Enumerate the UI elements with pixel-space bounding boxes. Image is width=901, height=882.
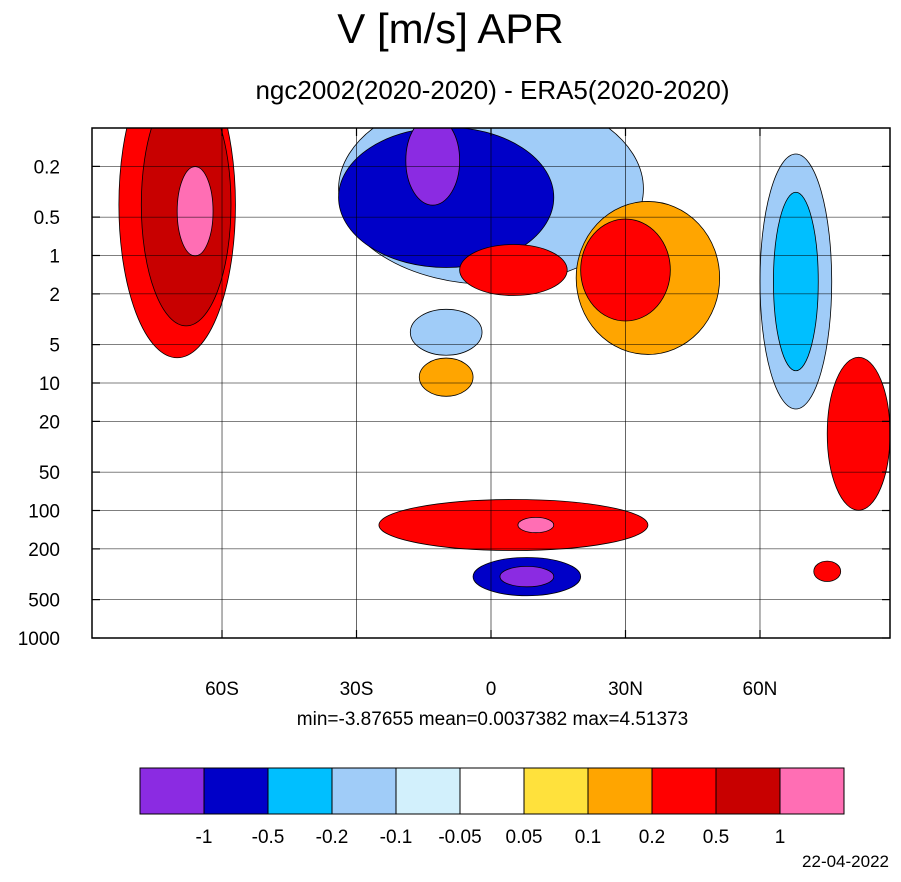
y-tick-label-2: 1: [49, 247, 60, 268]
y-tick-label-10: 500: [28, 591, 60, 612]
chart-title: V [m/s] APR: [337, 5, 564, 52]
colorbar-label-4: -0.05: [438, 827, 481, 848]
colorbar: -1 -0.5 -0.2 -0.1 -0.05 0.05 0.1 0.2 0.5 1: [139, 767, 845, 848]
colorbar-label-0: -1: [196, 827, 213, 848]
x-tick-label-4: 60N: [743, 679, 778, 700]
colorbar-label-6: 0.1: [575, 827, 601, 848]
colorbar-label-5: 0.05: [506, 827, 543, 848]
y-axis: 0.2 0.5 1 2 5 10 20 50 100 200 500 1000: [18, 157, 890, 650]
date-stamp: 22-04-2022: [802, 852, 889, 871]
stats-line: min=-3.87655 mean=0.0037382 max=4.51373: [296, 709, 689, 730]
colorbar-label-1: -0.5: [252, 827, 285, 848]
y-tick-label-0: 0.2: [34, 157, 60, 178]
contour-region-2: [176, 166, 214, 257]
contour-region-14: [517, 516, 555, 534]
colorbar-swatch-3: [331, 767, 397, 815]
chart-subtitle: ngc2002(2020-2020) - ERA5(2020-2020): [255, 75, 730, 105]
colorbar-label-3: -0.1: [380, 827, 413, 848]
colorbar-label-8: 0.5: [703, 827, 729, 848]
contour-region-18: [813, 560, 842, 582]
y-tick-label-5: 10: [39, 374, 60, 395]
contour-region-5: [405, 128, 461, 206]
y-tick-label-6: 20: [39, 412, 60, 433]
colorbar-label-2: -0.2: [316, 827, 349, 848]
colorbar-swatch-10: [779, 767, 845, 815]
y-tick-label-11: 1000: [18, 629, 60, 650]
contour-region-13: [378, 499, 649, 551]
y-tick-label-4: 5: [49, 336, 60, 357]
x-tick-label-3: 30N: [608, 679, 643, 700]
contour-region-7: [773, 191, 819, 372]
colorbar-swatch-1: [203, 767, 269, 815]
colorbar-swatch-6: [523, 767, 589, 815]
y-tick-label-9: 200: [28, 540, 60, 561]
colorbar-swatch-9: [715, 767, 781, 815]
contour-region-16: [499, 566, 555, 588]
y-tick-label-8: 100: [28, 502, 60, 523]
colorbar-swatch-8: [651, 767, 717, 815]
y-tick-label-7: 50: [39, 463, 60, 484]
colorbar-swatch-2: [267, 767, 333, 815]
contour-region-8: [459, 244, 568, 296]
x-tick-label-0: 60S: [205, 679, 239, 700]
contour-region-12: [418, 357, 474, 397]
colorbar-label-7: 0.2: [639, 827, 665, 848]
contour-region-11: [826, 356, 890, 511]
colorbar-swatch-7: [587, 767, 653, 815]
x-tick-label-1: 30S: [340, 679, 374, 700]
contour-region-17: [409, 308, 483, 356]
y-tick-label-1: 0.5: [34, 208, 60, 229]
colorbar-swatch-5: [459, 767, 525, 815]
y-tick-label-3: 2: [49, 285, 60, 306]
colorbar-swatch-0: [139, 767, 205, 815]
colorbar-swatch-4: [395, 767, 461, 815]
x-axis: 60S 30S 0 30N 60N: [205, 128, 777, 700]
colorbar-label-9: 1: [775, 827, 786, 848]
x-tick-label-2: 0: [486, 679, 497, 700]
